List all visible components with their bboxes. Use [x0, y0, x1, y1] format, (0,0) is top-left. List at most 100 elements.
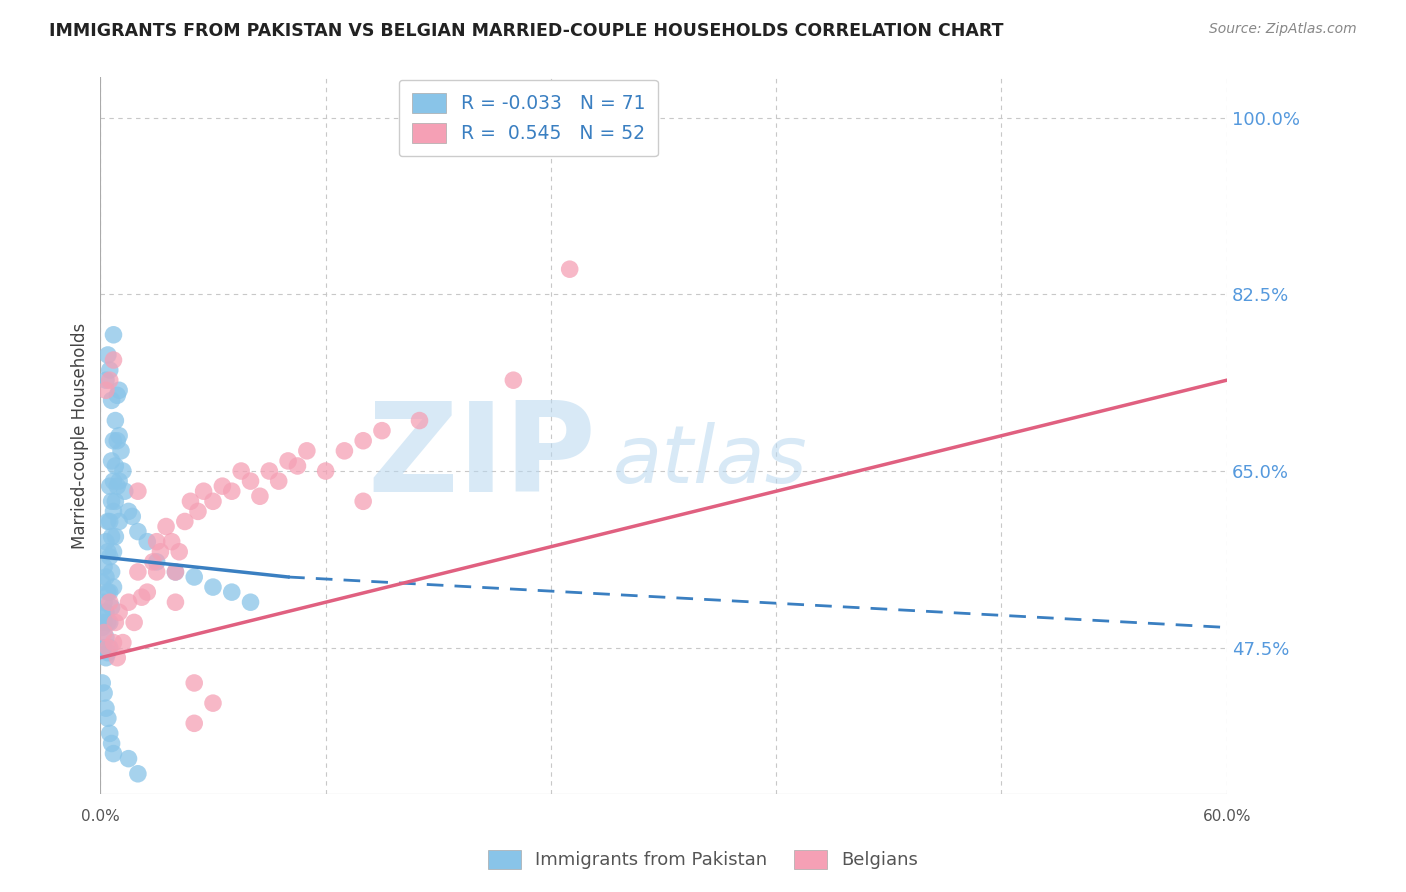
Point — [165, 565, 187, 579]
Point — [93, 640, 115, 655]
Point — [98, 726, 121, 740]
Point — [103, 327, 125, 342]
Point — [114, 484, 136, 499]
Point — [183, 676, 205, 690]
Point — [145, 555, 167, 569]
Point — [91, 676, 114, 690]
Point — [287, 458, 309, 473]
Point — [201, 696, 224, 710]
Point — [259, 464, 281, 478]
Point — [104, 494, 127, 508]
Point — [94, 631, 117, 645]
Text: 0.0%: 0.0% — [82, 809, 120, 824]
Point — [103, 580, 125, 594]
Point — [121, 509, 143, 524]
Point — [111, 464, 134, 478]
Text: 60.0%: 60.0% — [1202, 809, 1251, 824]
Point — [97, 646, 120, 660]
Point — [93, 625, 115, 640]
Point — [142, 555, 165, 569]
Point — [98, 479, 121, 493]
Text: ZIP: ZIP — [367, 397, 596, 517]
Point — [108, 515, 131, 529]
Point — [98, 640, 121, 655]
Point — [94, 570, 117, 584]
Point — [111, 635, 134, 649]
Point — [91, 575, 114, 590]
Point — [179, 494, 201, 508]
Point — [94, 650, 117, 665]
Point — [333, 443, 356, 458]
Legend: R = -0.033   N = 71, R =  0.545   N = 52: R = -0.033 N = 71, R = 0.545 N = 52 — [399, 79, 658, 156]
Point — [201, 494, 224, 508]
Point — [97, 348, 120, 362]
Point — [183, 570, 205, 584]
Point — [93, 560, 115, 574]
Text: Source: ZipAtlas.com: Source: ZipAtlas.com — [1209, 22, 1357, 37]
Point — [105, 434, 128, 448]
Point — [352, 494, 374, 508]
Point — [110, 443, 132, 458]
Point — [131, 590, 153, 604]
Point — [127, 524, 149, 539]
Point — [100, 393, 122, 408]
Point — [100, 530, 122, 544]
Point — [183, 716, 205, 731]
Point — [127, 484, 149, 499]
Point — [105, 388, 128, 402]
Point — [104, 530, 127, 544]
Point — [100, 737, 122, 751]
Point — [122, 615, 145, 630]
Point — [93, 595, 115, 609]
Point — [91, 605, 114, 619]
Point — [104, 413, 127, 427]
Point — [94, 373, 117, 387]
Point — [502, 373, 524, 387]
Point — [149, 545, 172, 559]
Point — [100, 600, 122, 615]
Point — [127, 565, 149, 579]
Point — [103, 545, 125, 559]
Point — [98, 615, 121, 630]
Point — [117, 504, 139, 518]
Legend: Immigrants from Pakistan, Belgians: Immigrants from Pakistan, Belgians — [479, 840, 927, 879]
Point — [108, 428, 131, 442]
Point — [249, 489, 271, 503]
Point — [160, 534, 183, 549]
Point — [155, 519, 177, 533]
Point — [97, 585, 120, 599]
Point — [352, 434, 374, 448]
Point — [231, 464, 253, 478]
Point — [221, 585, 243, 599]
Point — [145, 565, 167, 579]
Point — [136, 585, 159, 599]
Point — [103, 474, 125, 488]
Point — [558, 262, 581, 277]
Point — [100, 565, 122, 579]
Point — [97, 711, 120, 725]
Text: IMMIGRANTS FROM PAKISTAN VS BELGIAN MARRIED-COUPLE HOUSEHOLDS CORRELATION CHART: IMMIGRANTS FROM PAKISTAN VS BELGIAN MARR… — [49, 22, 1004, 40]
Point — [117, 752, 139, 766]
Point — [239, 595, 262, 609]
Point — [239, 474, 262, 488]
Point — [97, 640, 120, 655]
Point — [108, 474, 131, 488]
Point — [98, 373, 121, 387]
Point — [108, 384, 131, 398]
Point — [97, 515, 120, 529]
Point — [91, 620, 114, 634]
Point — [221, 484, 243, 499]
Point — [103, 747, 125, 761]
Point — [103, 353, 125, 368]
Point — [104, 615, 127, 630]
Point — [267, 474, 290, 488]
Point — [187, 504, 209, 518]
Point — [371, 424, 394, 438]
Point — [315, 464, 337, 478]
Point — [277, 454, 299, 468]
Text: atlas: atlas — [613, 422, 807, 500]
Point — [93, 686, 115, 700]
Point — [193, 484, 215, 499]
Point — [103, 434, 125, 448]
Point — [97, 615, 120, 630]
